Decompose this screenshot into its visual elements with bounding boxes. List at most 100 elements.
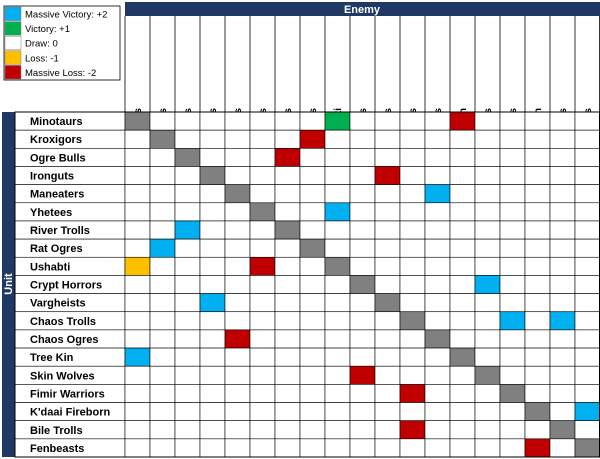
matrix-cell-blank — [399, 275, 426, 294]
matrix-cell-blank — [199, 311, 226, 331]
matrix-cell-blank — [249, 238, 276, 258]
matrix-cell-blank — [274, 365, 301, 385]
matrix-cell-diagonal — [349, 275, 376, 294]
matrix-cell-result — [474, 275, 501, 294]
matrix-cell-blank — [374, 111, 401, 131]
matrix-cell-blank — [549, 293, 576, 313]
matrix-cell-blank — [424, 293, 451, 313]
matrix-cell-blank — [149, 256, 176, 276]
matrix-cell-blank — [249, 220, 276, 240]
matrix-cell-blank — [124, 148, 151, 167]
matrix-cell-blank — [374, 275, 401, 294]
matrix-cell-blank — [424, 402, 451, 421]
matrix-cell-blank — [549, 402, 576, 421]
matrix-cell-diagonal — [249, 202, 276, 222]
matrix-cell-blank — [224, 365, 251, 385]
column-header-area — [125, 16, 600, 112]
matrix-cell-blank — [224, 238, 251, 258]
matrix-cell-blank — [224, 293, 251, 313]
matrix-cell-blank — [274, 184, 301, 204]
matrix-cell-blank — [199, 420, 226, 440]
matrix-cell-blank — [274, 329, 301, 349]
matrix-cell-blank — [574, 166, 600, 185]
matrix-cell-blank — [324, 329, 351, 349]
matrix-cell-blank — [499, 220, 526, 240]
matrix-cell-blank — [299, 111, 326, 131]
matrix-cell-blank — [199, 402, 226, 421]
matrix-cell-blank — [274, 311, 301, 331]
matrix-cell-blank — [199, 238, 226, 258]
matrix-cell-blank — [499, 329, 526, 349]
matrix-cell-blank — [424, 202, 451, 222]
matrix-cell-blank — [374, 184, 401, 204]
matrix-cell-blank — [474, 311, 501, 331]
matrix-cell-blank — [574, 238, 600, 258]
matrix-cell-blank — [374, 148, 401, 167]
matrix-cell-blank — [399, 166, 426, 185]
matrix-cell-blank — [399, 238, 426, 258]
matrix-cell-result — [249, 256, 276, 276]
matrix-cell-blank — [549, 329, 576, 349]
matrix-cell-blank — [549, 148, 576, 167]
unit-row-label: Ushabti — [30, 261, 70, 273]
matrix-cell-blank — [499, 347, 526, 367]
matrix-cell-blank — [199, 384, 226, 403]
matrix-cell-blank — [299, 202, 326, 222]
matrix-cell-blank — [524, 347, 551, 367]
matrix-cell-blank — [474, 420, 501, 440]
row-headers: Minotaurs Kroxigors Ogre Bulls Ironguts Mane… — [14, 111, 126, 458]
matrix-cell-blank — [574, 293, 600, 313]
matrix-cell-blank — [524, 166, 551, 185]
matrix-cell-diagonal — [299, 238, 326, 258]
legend-swatch — [4, 6, 22, 21]
legend-swatch — [4, 35, 22, 51]
matrix-cell-blank — [499, 148, 526, 167]
matrix-cell-result — [574, 402, 600, 421]
matrix-cell-blank — [324, 184, 351, 204]
matrix-cell-result — [224, 329, 251, 349]
matrix-cell-blank — [574, 148, 600, 167]
matrix-cell-blank — [474, 111, 501, 131]
matrix-cell-blank — [424, 256, 451, 276]
matrix-cell-blank — [349, 238, 376, 258]
matrix-cell-blank — [449, 256, 476, 276]
matrix-cell-blank — [299, 256, 326, 276]
matrix-cell-blank — [449, 293, 476, 313]
matrix-cell-blank — [374, 347, 401, 367]
matrix-cell-blank — [499, 111, 526, 131]
matrix-cell-blank — [124, 293, 151, 313]
matrix-cell-blank — [549, 184, 576, 204]
unit-axis-label: Unit — [3, 273, 15, 295]
matrix-cell-blank — [199, 256, 226, 276]
matrix-cell-blank — [324, 148, 351, 167]
matrix-cell-diagonal — [124, 111, 151, 131]
matrix-cell-blank — [124, 220, 151, 240]
matrix-cell-blank — [449, 365, 476, 385]
matrix-cell-blank — [349, 129, 376, 149]
matrix-cell-blank — [324, 220, 351, 240]
matrix-cell-blank — [349, 311, 376, 331]
matrix-cell-blank — [449, 311, 476, 331]
matrix-cell-blank — [124, 202, 151, 222]
matrix-cell-blank — [399, 202, 426, 222]
unit-row-label: Bile Trolls — [30, 425, 83, 437]
matrix-cell-blank — [349, 148, 376, 167]
matrix-cell-blank — [299, 420, 326, 440]
matrix-cell-result — [374, 166, 401, 185]
legend-swatch — [4, 21, 22, 36]
matrix-cell-blank — [499, 293, 526, 313]
matrix-cell-blank — [499, 166, 526, 185]
matrix-cell-blank — [299, 329, 326, 349]
matrix-cell-blank — [299, 148, 326, 167]
matrix-cell-blank — [124, 365, 151, 385]
unit-row-label: Yhetees — [30, 207, 72, 219]
matrix-cell-blank — [249, 166, 276, 185]
matrix-cell-blank — [474, 438, 501, 458]
matrix-cell-blank — [524, 148, 551, 167]
matrix-cell-blank — [224, 256, 251, 276]
matrix-cell-blank — [499, 129, 526, 149]
matrix-cell-blank — [499, 420, 526, 440]
matrix-cell-result — [524, 438, 551, 458]
matrix-cell-blank — [499, 275, 526, 294]
